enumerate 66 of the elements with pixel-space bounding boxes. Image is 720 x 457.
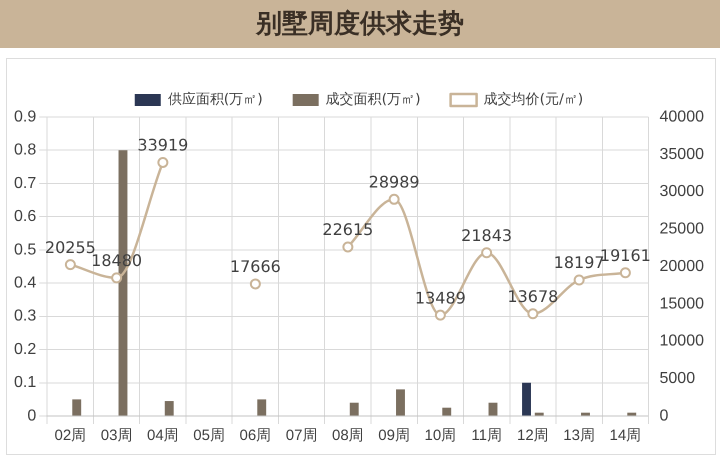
y-tick-label: 0 — [27, 407, 36, 424]
y2-tick-label: 20000 — [660, 258, 704, 275]
point — [574, 274, 585, 286]
point — [111, 272, 122, 284]
x-tick-label: 08周 — [332, 427, 364, 444]
point — [157, 156, 168, 168]
bar — [581, 412, 590, 416]
point — [434, 310, 446, 321]
y2-tick-label: 0 — [660, 407, 669, 424]
bar — [164, 401, 174, 416]
data-label: 17666 — [230, 257, 281, 276]
y-tick-label: 0.2 — [14, 340, 36, 358]
x-tick-label: 12周 — [517, 427, 549, 444]
point — [250, 278, 261, 290]
x-tick-label: 13周 — [563, 427, 595, 444]
y2-tick-label: 25000 — [660, 220, 704, 238]
bar — [534, 412, 544, 416]
bar — [522, 382, 531, 416]
y2-tick-label: 35000 — [660, 146, 704, 163]
x-tick-label: 06周 — [240, 427, 272, 444]
point — [481, 247, 492, 258]
bar — [396, 389, 405, 416]
legend-label: 供应面积(万㎡) — [168, 92, 263, 108]
y-tick-label: 0.4 — [14, 274, 36, 292]
point — [620, 267, 631, 278]
y-tick-label: 0.3 — [14, 308, 36, 325]
chart-title: 别墅周度供求走势 — [0, 0, 720, 48]
point — [342, 241, 354, 252]
data-label: 21843 — [461, 226, 512, 245]
x-tick-label: 04周 — [147, 427, 179, 444]
x-tick-label: 03周 — [100, 427, 132, 444]
x-tick-label: 07周 — [286, 427, 318, 444]
data-label: 33919 — [137, 136, 188, 155]
bar — [72, 399, 82, 416]
point — [388, 194, 400, 205]
x-tick-label: 10周 — [424, 427, 456, 444]
y-tick-label: 0.9 — [14, 108, 36, 126]
x-tick-label: 09周 — [378, 427, 410, 444]
y-tick-label: 0.1 — [14, 374, 36, 392]
x-tick-label: 11周 — [471, 427, 502, 444]
x-tick-label: 14周 — [610, 427, 642, 444]
data-label: 13489 — [414, 288, 466, 308]
y-tick-label: 0.8 — [14, 142, 36, 159]
data-label: 18197 — [554, 253, 605, 272]
y2-tick-label: 40000 — [660, 108, 704, 126]
bar — [257, 399, 266, 416]
point — [64, 259, 76, 270]
y-tick-label: 0.6 — [14, 208, 36, 226]
x-tick-label: 02周 — [54, 427, 86, 444]
bar — [488, 402, 498, 416]
data-label: 13678 — [507, 286, 558, 306]
y2-tick-label: 15000 — [660, 295, 704, 312]
y2-tick-label: 5000 — [660, 370, 696, 388]
x-tick-label: 05周 — [193, 427, 225, 444]
data-label: 28989 — [368, 172, 420, 192]
point — [527, 308, 538, 320]
y-tick-label: 0.5 — [14, 241, 36, 258]
bar — [627, 412, 636, 416]
bar — [442, 408, 452, 416]
y2-tick-label: 30000 — [660, 183, 704, 200]
y-tick-label: 0.7 — [14, 174, 36, 192]
data-label: 22615 — [322, 220, 374, 240]
legend-label: 成交均价(元/㎡) — [484, 92, 584, 108]
bar — [350, 402, 359, 416]
y2-tick-label: 10000 — [660, 332, 704, 350]
legend-label: 成交面积(万㎡) — [326, 92, 421, 108]
